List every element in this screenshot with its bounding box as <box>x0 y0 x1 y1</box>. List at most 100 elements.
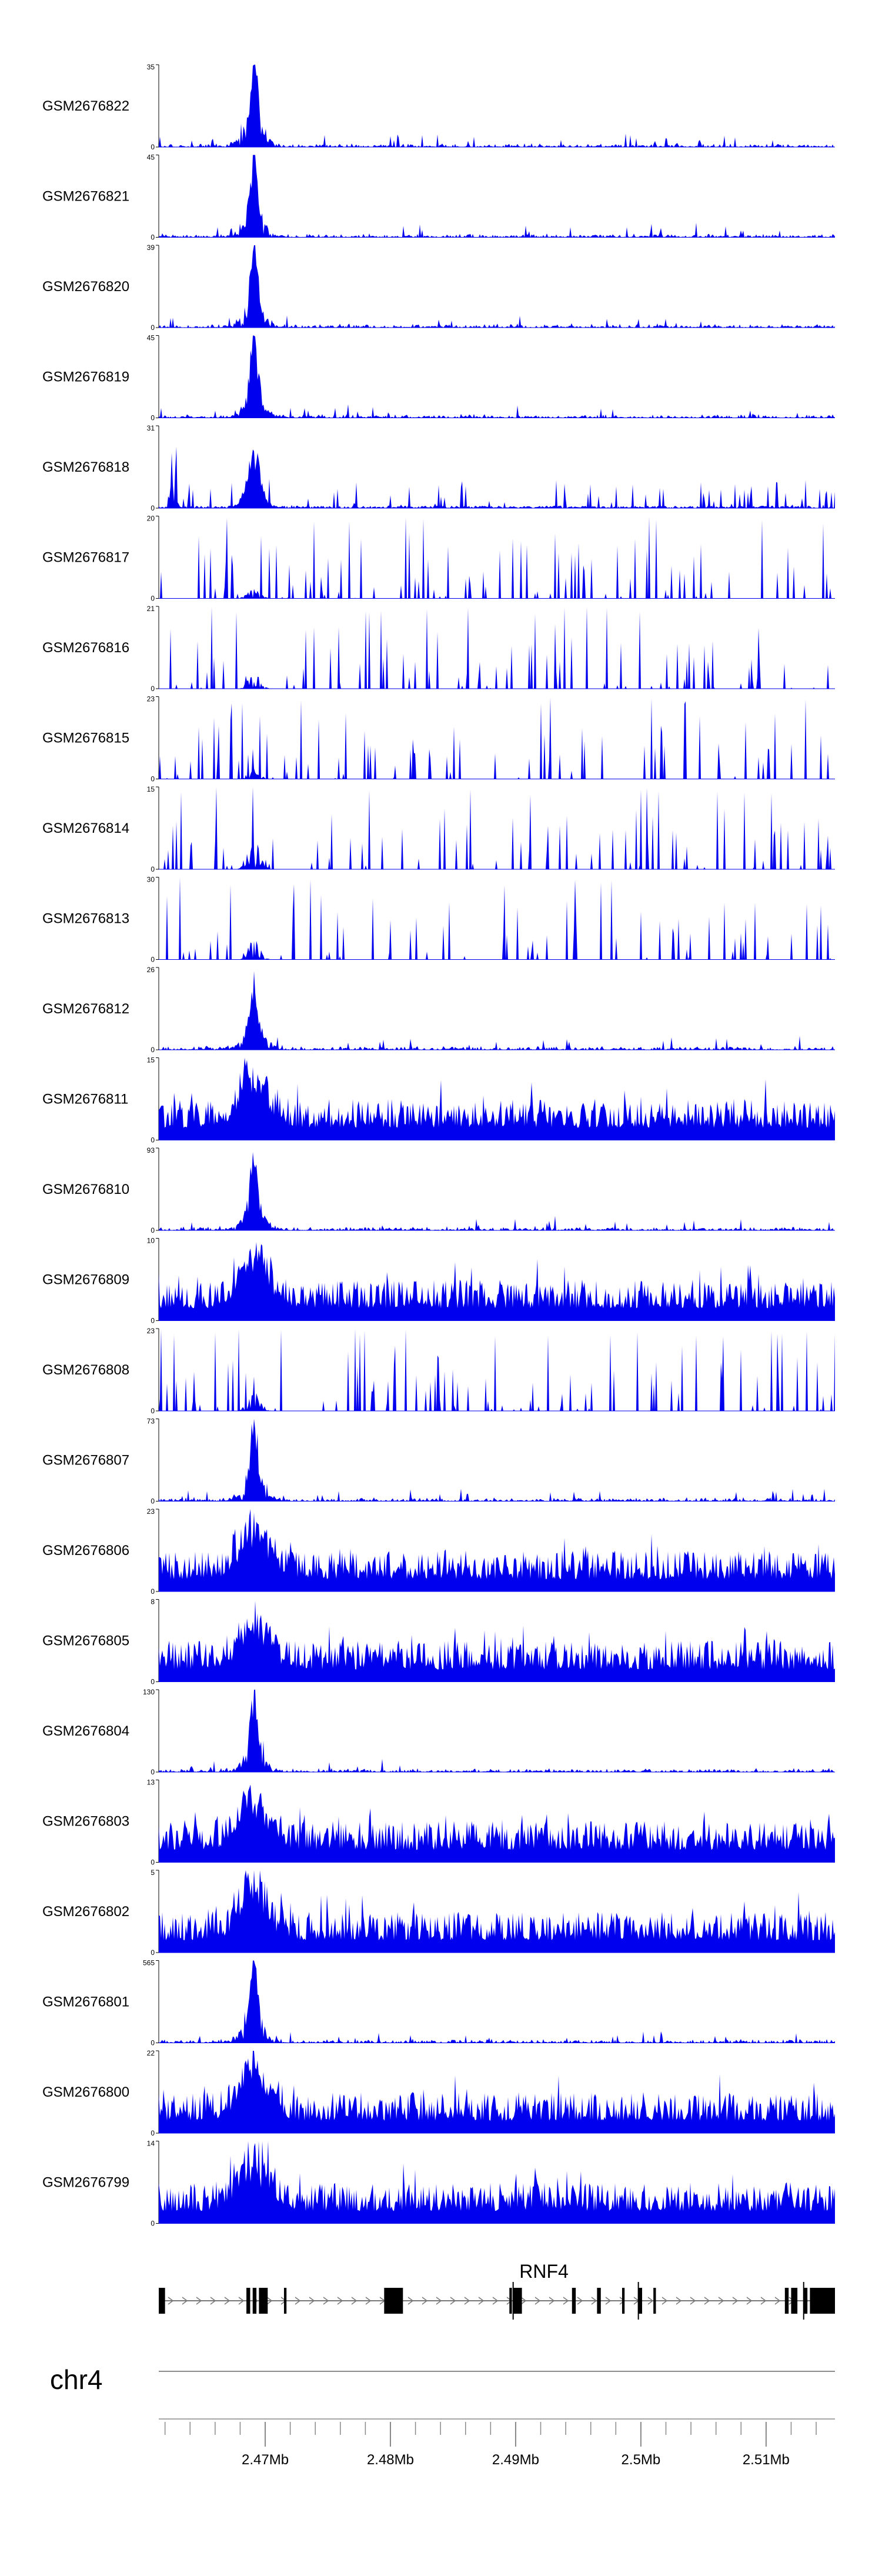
y-min-label: 0 <box>151 143 155 151</box>
axis-tick-label: 2.48Mb <box>367 2452 414 2468</box>
strand-arrow <box>450 2297 456 2305</box>
track-label: GSM2676807 <box>42 1453 129 1469</box>
coverage-area <box>159 1329 835 1411</box>
y-min-label: 0 <box>151 1226 155 1234</box>
track-label: GSM2676821 <box>42 189 129 205</box>
strand-arrow <box>732 2297 739 2305</box>
coverage-track: GSM2676809 10 0 <box>42 1237 835 1325</box>
y-max-label: 8 <box>151 1598 155 1606</box>
y-min-label: 0 <box>151 956 155 964</box>
gene-exon <box>283 2288 287 2314</box>
y-max-label: 15 <box>147 785 155 793</box>
strand-arrow <box>605 2297 612 2305</box>
y-min-label: 0 <box>151 1407 155 1415</box>
y-max-label: 30 <box>147 876 155 884</box>
y-min-label: 0 <box>151 1858 155 1867</box>
coverage-track: GSM2676816 21 0 <box>42 605 835 693</box>
y-max-label: 26 <box>147 966 155 974</box>
coverage-area <box>159 335 835 418</box>
y-min-label: 0 <box>151 865 155 873</box>
track-label: GSM2676822 <box>42 98 129 114</box>
gene-name-label: RNF4 <box>519 2261 569 2282</box>
strand-arrow <box>704 2297 710 2305</box>
gene-exon <box>509 2288 512 2314</box>
gene-exon <box>572 2288 576 2314</box>
coverage-track: GSM2676803 13 0 <box>42 1778 835 1867</box>
strand-arrow <box>224 2297 230 2305</box>
track-label: GSM2676817 <box>42 550 129 566</box>
coverage-track: GSM2676815 23 0 <box>42 695 835 783</box>
track-label: GSM2676804 <box>42 1723 129 1739</box>
gene-exon <box>638 2288 643 2314</box>
y-min-label: 0 <box>151 1768 155 1776</box>
gene-exon <box>803 2288 808 2314</box>
coverage-track: GSM2676800 22 0 <box>42 2049 835 2137</box>
track-label: GSM2676805 <box>42 1633 129 1649</box>
strand-arrow <box>662 2297 668 2305</box>
gene-exon <box>653 2288 656 2314</box>
coverage-area <box>159 1057 835 1140</box>
strand-arrow <box>182 2297 188 2305</box>
track-label: GSM2676810 <box>42 1182 129 1197</box>
chromosome-label: chr4 <box>50 2364 102 2395</box>
y-max-label: 23 <box>147 1507 155 1516</box>
y-max-label: 20 <box>147 515 155 523</box>
coverage-area <box>159 2051 835 2133</box>
strand-arrow <box>746 2297 753 2305</box>
strand-arrow <box>647 2297 654 2305</box>
coverage-track: GSM2676808 23 0 <box>42 1327 835 1415</box>
coverage-area <box>159 971 835 1050</box>
coverage-track: GSM2676807 73 0 <box>42 1417 835 1506</box>
y-min-label: 0 <box>151 685 155 693</box>
strand-arrow <box>577 2297 583 2305</box>
y-min-label: 0 <box>151 775 155 783</box>
y-max-label: 22 <box>147 2049 155 2057</box>
coverage-area <box>159 1242 835 1321</box>
coverage-track: GSM2676805 8 0 <box>42 1598 835 1686</box>
coverage-area <box>159 65 835 147</box>
track-label: GSM2676816 <box>42 640 129 656</box>
track-label: GSM2676801 <box>42 1994 129 2010</box>
y-max-label: 565 <box>143 1959 155 1967</box>
y-max-label: 13 <box>147 1778 155 1787</box>
y-min-label: 0 <box>151 1317 155 1325</box>
y-min-label: 0 <box>151 414 155 422</box>
strand-arrow <box>520 2297 527 2305</box>
y-min-label: 0 <box>151 1136 155 1144</box>
strand-arrow <box>210 2297 216 2305</box>
track-label: GSM2676820 <box>42 279 129 295</box>
gene-exon <box>384 2288 403 2314</box>
track-label: GSM2676818 <box>42 459 129 475</box>
coverage-track: GSM2676812 26 0 <box>42 966 835 1054</box>
track-label: GSM2676813 <box>42 911 129 927</box>
y-min-label: 0 <box>151 2039 155 2047</box>
track-label: GSM2676814 <box>42 820 129 836</box>
y-min-label: 0 <box>151 1587 155 1596</box>
coverage-track: GSM2676804 130 0 <box>42 1688 835 1776</box>
coverage-area <box>159 1870 835 1953</box>
strand-arrow <box>407 2297 414 2305</box>
y-min-label: 0 <box>151 323 155 332</box>
coverage-area <box>159 698 835 779</box>
strand-arrow <box>760 2297 767 2305</box>
coverage-area <box>159 1509 835 1591</box>
y-min-label: 0 <box>151 2220 155 2228</box>
coverage-track: GSM2676811 15 0 <box>42 1056 835 1144</box>
y-min-label: 0 <box>151 1948 155 1957</box>
coverage-track: GSM2676813 30 0 <box>42 876 835 964</box>
track-label: GSM2676799 <box>42 2175 129 2191</box>
y-max-label: 23 <box>147 695 155 703</box>
strand-arrow <box>295 2297 301 2305</box>
strand-arrow <box>365 2297 372 2305</box>
coverage-area <box>159 2141 835 2224</box>
coverage-area <box>159 1690 835 1772</box>
track-label: GSM2676808 <box>42 1362 129 1378</box>
strand-arrow <box>549 2297 555 2305</box>
coverage-track: GSM2676820 39 0 <box>42 243 835 332</box>
strand-arrow <box>196 2297 202 2305</box>
coverage-area <box>159 245 835 328</box>
coverage-area <box>159 606 835 689</box>
y-max-label: 23 <box>147 1327 155 1335</box>
y-max-label: 10 <box>147 1237 155 1245</box>
strand-arrow <box>774 2297 781 2305</box>
